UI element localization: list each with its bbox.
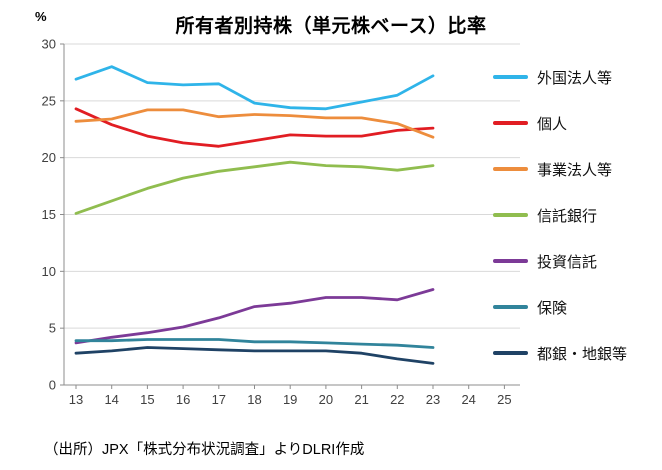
legend-line-swatch xyxy=(493,259,528,263)
x-tick-label: 19 xyxy=(283,392,297,407)
x-tick-label: 21 xyxy=(354,392,368,407)
legend-item: 個人 xyxy=(493,100,661,146)
legend-label: 投資信託 xyxy=(537,253,598,271)
x-tick-label: 16 xyxy=(176,392,190,407)
legend-item: 外国法人等 xyxy=(493,54,661,100)
y-tick-label: 0 xyxy=(49,378,56,393)
series-line-6 xyxy=(74,338,435,349)
x-tick-label: 17 xyxy=(212,392,226,407)
y-axis-unit-label: % xyxy=(35,9,47,24)
x-tick-label: 22 xyxy=(390,392,404,407)
source-note: （出所）JPX「株式分布状況調査」よりDLRI作成 xyxy=(44,442,365,458)
x-tick-label: 23 xyxy=(426,392,440,407)
legend-label: 信託銀行 xyxy=(537,207,598,225)
legend-line-swatch xyxy=(493,167,528,171)
series-line-3 xyxy=(74,108,435,139)
series-line-7 xyxy=(74,346,435,365)
series-line-4 xyxy=(74,160,435,215)
y-tick-label: 10 xyxy=(42,264,56,279)
series-line-2 xyxy=(74,107,435,148)
legend-line-swatch xyxy=(493,351,528,355)
legend-item: 投資信託 xyxy=(493,238,661,284)
x-tick-label: 13 xyxy=(69,392,83,407)
y-tick-label: 25 xyxy=(42,93,56,108)
series-line-5 xyxy=(74,288,435,345)
legend-item: 信託銀行 xyxy=(493,192,661,238)
legend-label: 外国法人等 xyxy=(537,69,613,87)
x-tick-label: 25 xyxy=(497,392,511,407)
x-tick-label: 24 xyxy=(461,392,475,407)
x-tick-label: 18 xyxy=(247,392,261,407)
y-tick-label: 15 xyxy=(42,207,56,222)
legend: 外国法人等個人事業法人等信託銀行投資信託保険都銀・地銀等 xyxy=(493,54,661,376)
legend-label: 事業法人等 xyxy=(537,161,613,179)
legend-label: 都銀・地銀等 xyxy=(537,345,628,363)
legend-line-swatch xyxy=(493,121,528,125)
legend-line-swatch xyxy=(493,213,528,217)
x-tick-label: 15 xyxy=(140,392,154,407)
legend-item: 事業法人等 xyxy=(493,146,661,192)
legend-line-swatch xyxy=(493,75,528,79)
chart-title: 所有者別持株（単元株ベース）比率 xyxy=(175,16,487,37)
x-tick-label: 20 xyxy=(319,392,333,407)
legend-label: 保険 xyxy=(537,299,568,317)
legend-label: 個人 xyxy=(537,115,568,133)
legend-item: 都銀・地銀等 xyxy=(493,330,661,376)
legend-line-swatch xyxy=(493,305,528,309)
y-tick-label: 20 xyxy=(42,150,56,165)
series-line-1 xyxy=(74,65,435,111)
legend-item: 保険 xyxy=(493,284,661,330)
x-tick-label: 14 xyxy=(104,392,118,407)
y-tick-label: 5 xyxy=(49,321,56,336)
y-tick-label: 30 xyxy=(42,37,56,52)
